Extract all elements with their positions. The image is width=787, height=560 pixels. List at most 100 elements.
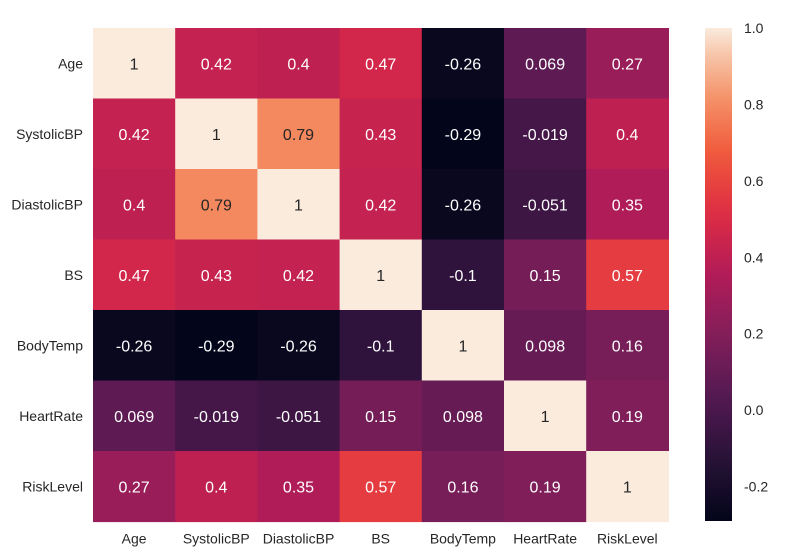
heatmap-cell xyxy=(504,451,587,523)
cell-value-label: 1 xyxy=(294,197,303,214)
cell-value-label: -0.26 xyxy=(445,56,482,73)
heatmap-cell xyxy=(504,380,587,452)
cell-value-label: 0.35 xyxy=(283,479,314,496)
cell-value-label: -0.051 xyxy=(276,409,321,426)
heatmap-cell xyxy=(93,310,176,382)
heatmap-cell xyxy=(504,239,587,311)
cell-value-label: 1 xyxy=(458,338,467,355)
heatmap-cell xyxy=(339,239,423,311)
heatmap-cell xyxy=(257,310,341,382)
cell-value-label: 0.57 xyxy=(365,479,396,496)
heatmap-cell xyxy=(93,451,176,523)
cell-value-label: 0.4 xyxy=(287,56,309,73)
cell-value-label: 0.19 xyxy=(530,479,561,496)
cell-value-label: -0.1 xyxy=(367,338,395,355)
cell-value-label: -0.26 xyxy=(280,338,317,355)
heatmap-cell xyxy=(175,310,258,382)
heatmap-cell xyxy=(175,98,258,170)
heatmap-cell xyxy=(257,451,341,523)
heatmap-cell xyxy=(93,169,176,241)
cell-value-label: -0.29 xyxy=(445,127,482,144)
heatmap-cell xyxy=(504,28,587,100)
heatmap-cell xyxy=(586,98,669,170)
cell-value-label: 0.43 xyxy=(201,268,232,285)
cell-value-label: 0.47 xyxy=(119,268,150,285)
heatmap-cell xyxy=(421,451,505,523)
cell-value-label: 0.42 xyxy=(201,56,232,73)
cell-value-label: 0.79 xyxy=(283,127,314,144)
cell-value-label: 1 xyxy=(130,56,139,73)
heatmap-cell xyxy=(93,28,176,100)
cell-value-label: 0.27 xyxy=(612,56,643,73)
cell-value-label: 0.4 xyxy=(123,197,145,214)
cell-value-label: 0.42 xyxy=(119,127,150,144)
cell-value-label: 0.42 xyxy=(283,268,314,285)
cell-value-label: 0.15 xyxy=(530,268,561,285)
heatmap-cell xyxy=(339,451,423,523)
cell-value-label: 0.35 xyxy=(612,197,643,214)
heatmap-cell xyxy=(421,169,505,241)
heatmap-cell xyxy=(421,98,505,170)
cell-value-label: -0.29 xyxy=(198,338,235,355)
cell-value-label: 0.15 xyxy=(365,409,396,426)
cell-value-label: -0.019 xyxy=(522,127,567,144)
heatmap-cell xyxy=(257,380,341,452)
heatmap-cell xyxy=(257,28,341,100)
heatmap-cells: 1 0.42 0.4 0.47 -0.26 0.069 0.27 0.42 1 0.79 0.43 -… xyxy=(93,28,669,523)
heatmap-cell xyxy=(257,239,341,311)
cell-value-label: -0.26 xyxy=(445,197,482,214)
colorbar-gradient xyxy=(705,28,732,521)
heatmap-cell xyxy=(421,380,505,452)
colorbar-tick-label: -0.2 xyxy=(744,479,768,495)
heatmap-cell xyxy=(421,310,505,382)
heatmap-cell xyxy=(175,380,258,452)
heatmap-cell xyxy=(339,169,423,241)
cell-value-label: 0.069 xyxy=(114,409,154,426)
heatmap-cell xyxy=(586,28,669,100)
cell-value-label: -0.019 xyxy=(194,409,239,426)
colorbar: 1.0 0.8 0.6 0.4 0.2 0.0 -0.2 xyxy=(705,20,768,521)
heatmap-cell xyxy=(175,28,258,100)
row-tick-label: BS xyxy=(64,267,83,283)
column-tick-label: Age xyxy=(122,531,147,547)
row-tick-label: DiastolicBP xyxy=(11,196,83,212)
cell-value-label: 0.16 xyxy=(612,338,643,355)
cell-value-label: 0.79 xyxy=(201,197,232,214)
colorbar-tick-label: 1.0 xyxy=(744,20,764,36)
heatmap-cell xyxy=(504,169,587,241)
heatmap-cell xyxy=(339,28,423,100)
heatmap-cell xyxy=(504,98,587,170)
column-tick-label: HeartRate xyxy=(513,531,577,547)
colorbar-tick-label: 0.0 xyxy=(744,402,764,418)
cell-value-label: -0.26 xyxy=(116,338,153,355)
column-tick-label: BS xyxy=(371,531,390,547)
heatmap-cell xyxy=(175,451,258,523)
row-tick-label: BodyTemp xyxy=(17,337,83,353)
colorbar-tick-label: 0.2 xyxy=(744,326,764,342)
cell-value-label: 0.42 xyxy=(365,197,396,214)
cell-value-label: 0.069 xyxy=(525,56,565,73)
heatmap-cell xyxy=(257,169,341,241)
heatmap-cell xyxy=(586,239,669,311)
heatmap-cell xyxy=(421,239,505,311)
cell-value-label: 0.57 xyxy=(612,268,643,285)
heatmap-cell xyxy=(504,310,587,382)
heatmap-cell xyxy=(339,380,423,452)
heatmap-cell xyxy=(586,310,669,382)
column-tick-labels: Age SystolicBP DiastolicBP BS BodyTemp HeartR… xyxy=(122,531,658,547)
column-tick-label: DiastolicBP xyxy=(263,531,335,547)
cell-value-label: 0.43 xyxy=(365,127,396,144)
row-tick-label: Age xyxy=(58,55,83,71)
heatmap-cell xyxy=(93,98,176,170)
heatmap-cell xyxy=(93,239,176,311)
heatmap-cell xyxy=(175,169,258,241)
column-tick-label: RiskLevel xyxy=(597,531,658,547)
cell-value-label: 0.19 xyxy=(612,409,643,426)
colorbar-tick-label: 0.8 xyxy=(744,96,764,112)
column-tick-label: SystolicBP xyxy=(183,531,250,547)
cell-value-label: 1 xyxy=(623,479,632,496)
cell-value-label: 0.4 xyxy=(205,479,227,496)
cell-value-label: 0.098 xyxy=(525,338,565,355)
column-tick-label: BodyTemp xyxy=(430,531,496,547)
